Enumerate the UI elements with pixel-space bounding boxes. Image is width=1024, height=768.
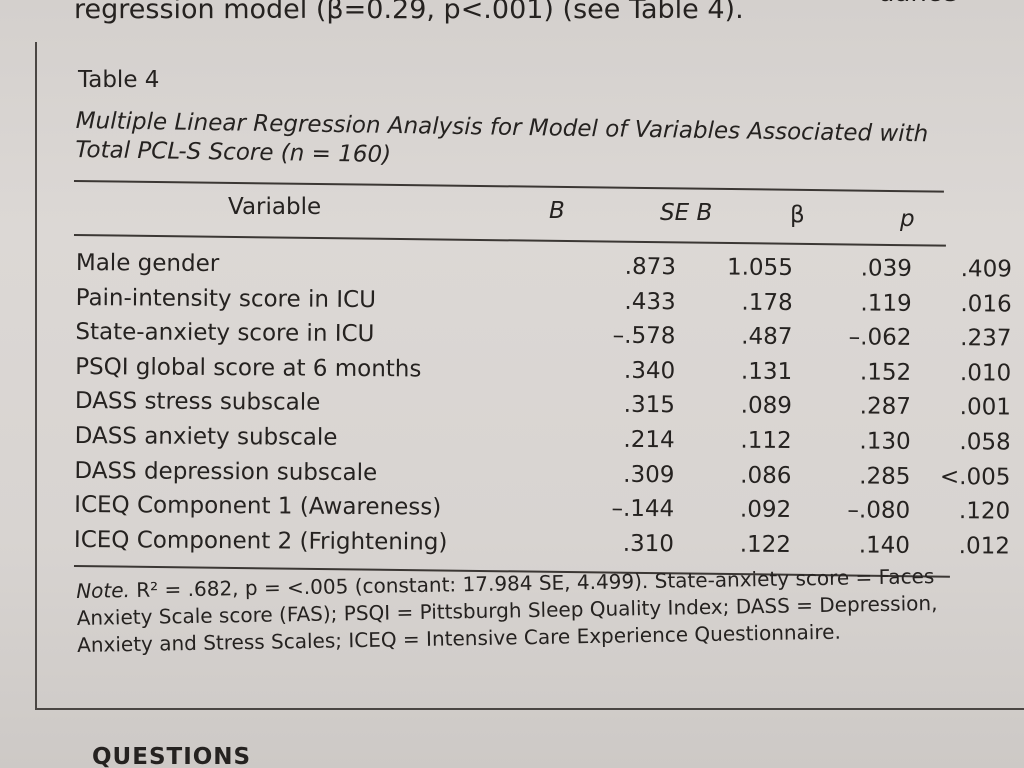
cell-p: .120 — [958, 498, 1011, 525]
cell-p: .016 — [960, 290, 1012, 318]
cell-b: –.578 — [612, 322, 676, 350]
cell-beta: .130 — [859, 428, 911, 455]
cell-beta: –.062 — [848, 324, 912, 352]
cell-variable: Pain-intensity score in ICU — [75, 284, 377, 313]
header-beta: β — [790, 202, 805, 228]
header-b: B — [549, 198, 565, 224]
cell-beta: .152 — [859, 359, 912, 386]
cell-se-b: .131 — [740, 358, 793, 385]
cell-p: .409 — [960, 256, 1012, 283]
note-lead: Note. — [76, 578, 131, 603]
cell-b: .214 — [623, 426, 675, 454]
cell-beta: .140 — [858, 532, 911, 559]
cell-variable: ICEQ Component 1 (Awareness) — [74, 492, 442, 521]
cell-se-b: .487 — [741, 323, 793, 351]
header-se-b: SE B — [660, 200, 713, 226]
cell-p: <.005 — [939, 463, 1011, 491]
cell-variable: ICEQ Component 2 (Frightening) — [73, 526, 448, 556]
cell-beta: .039 — [860, 255, 912, 282]
table-row: ICEQ Component 2 (Frightening) .310 .122… — [73, 526, 1010, 568]
table-label: Table 4 — [78, 67, 160, 93]
cell-b: .309 — [623, 461, 675, 488]
cell-se-b: .092 — [739, 496, 792, 524]
questions-heading: QUESTIONS — [92, 744, 252, 768]
cell-variable: DASS stress subscale — [74, 388, 321, 417]
cell-beta: .285 — [859, 463, 911, 490]
cell-variable: Male gender — [75, 250, 220, 277]
cell-variable: State-anxiety score in ICU — [75, 319, 375, 348]
cell-b: .315 — [623, 392, 676, 419]
cell-p: .012 — [958, 532, 1011, 560]
corner-word-fragment: uance — [878, 0, 957, 8]
cell-p: .237 — [960, 325, 1012, 352]
cell-se-b: .089 — [740, 393, 793, 420]
cell-beta: –.080 — [847, 497, 911, 524]
cell-b: .310 — [622, 530, 675, 557]
table-note: Note. R² = .682, p = <.005 (constant: 17… — [76, 563, 957, 659]
cell-se-b: .178 — [741, 289, 793, 316]
cell-variable: DASS anxiety subscale — [74, 422, 338, 451]
cell-b: .340 — [623, 357, 676, 384]
cell-beta: .119 — [860, 290, 912, 317]
table-frame — [35, 42, 1024, 710]
cell-se-b: .086 — [740, 462, 792, 489]
cell-p: .058 — [959, 429, 1011, 456]
cell-se-b: 1.055 — [726, 254, 793, 282]
cell-se-b: .122 — [739, 531, 792, 558]
cell-b: –.144 — [611, 495, 675, 523]
lead-sentence: regression model (β=0.29, p<.001) (see T… — [74, 0, 744, 25]
cell-b: .873 — [624, 253, 676, 281]
cell-p: .010 — [959, 359, 1012, 387]
cell-variable: DASS depression subscale — [74, 457, 378, 486]
cell-b: .433 — [624, 288, 676, 315]
cell-p: .001 — [959, 394, 1012, 421]
cell-variable: PSQI global score at 6 months — [75, 353, 422, 383]
table-body: Male gender .873 1.055 .039 .409 Pain-in… — [73, 250, 1012, 568]
cell-se-b: .112 — [740, 427, 792, 454]
header-variable: Variable — [228, 194, 322, 220]
header-p: p — [900, 206, 915, 232]
cell-beta: .287 — [859, 393, 912, 421]
